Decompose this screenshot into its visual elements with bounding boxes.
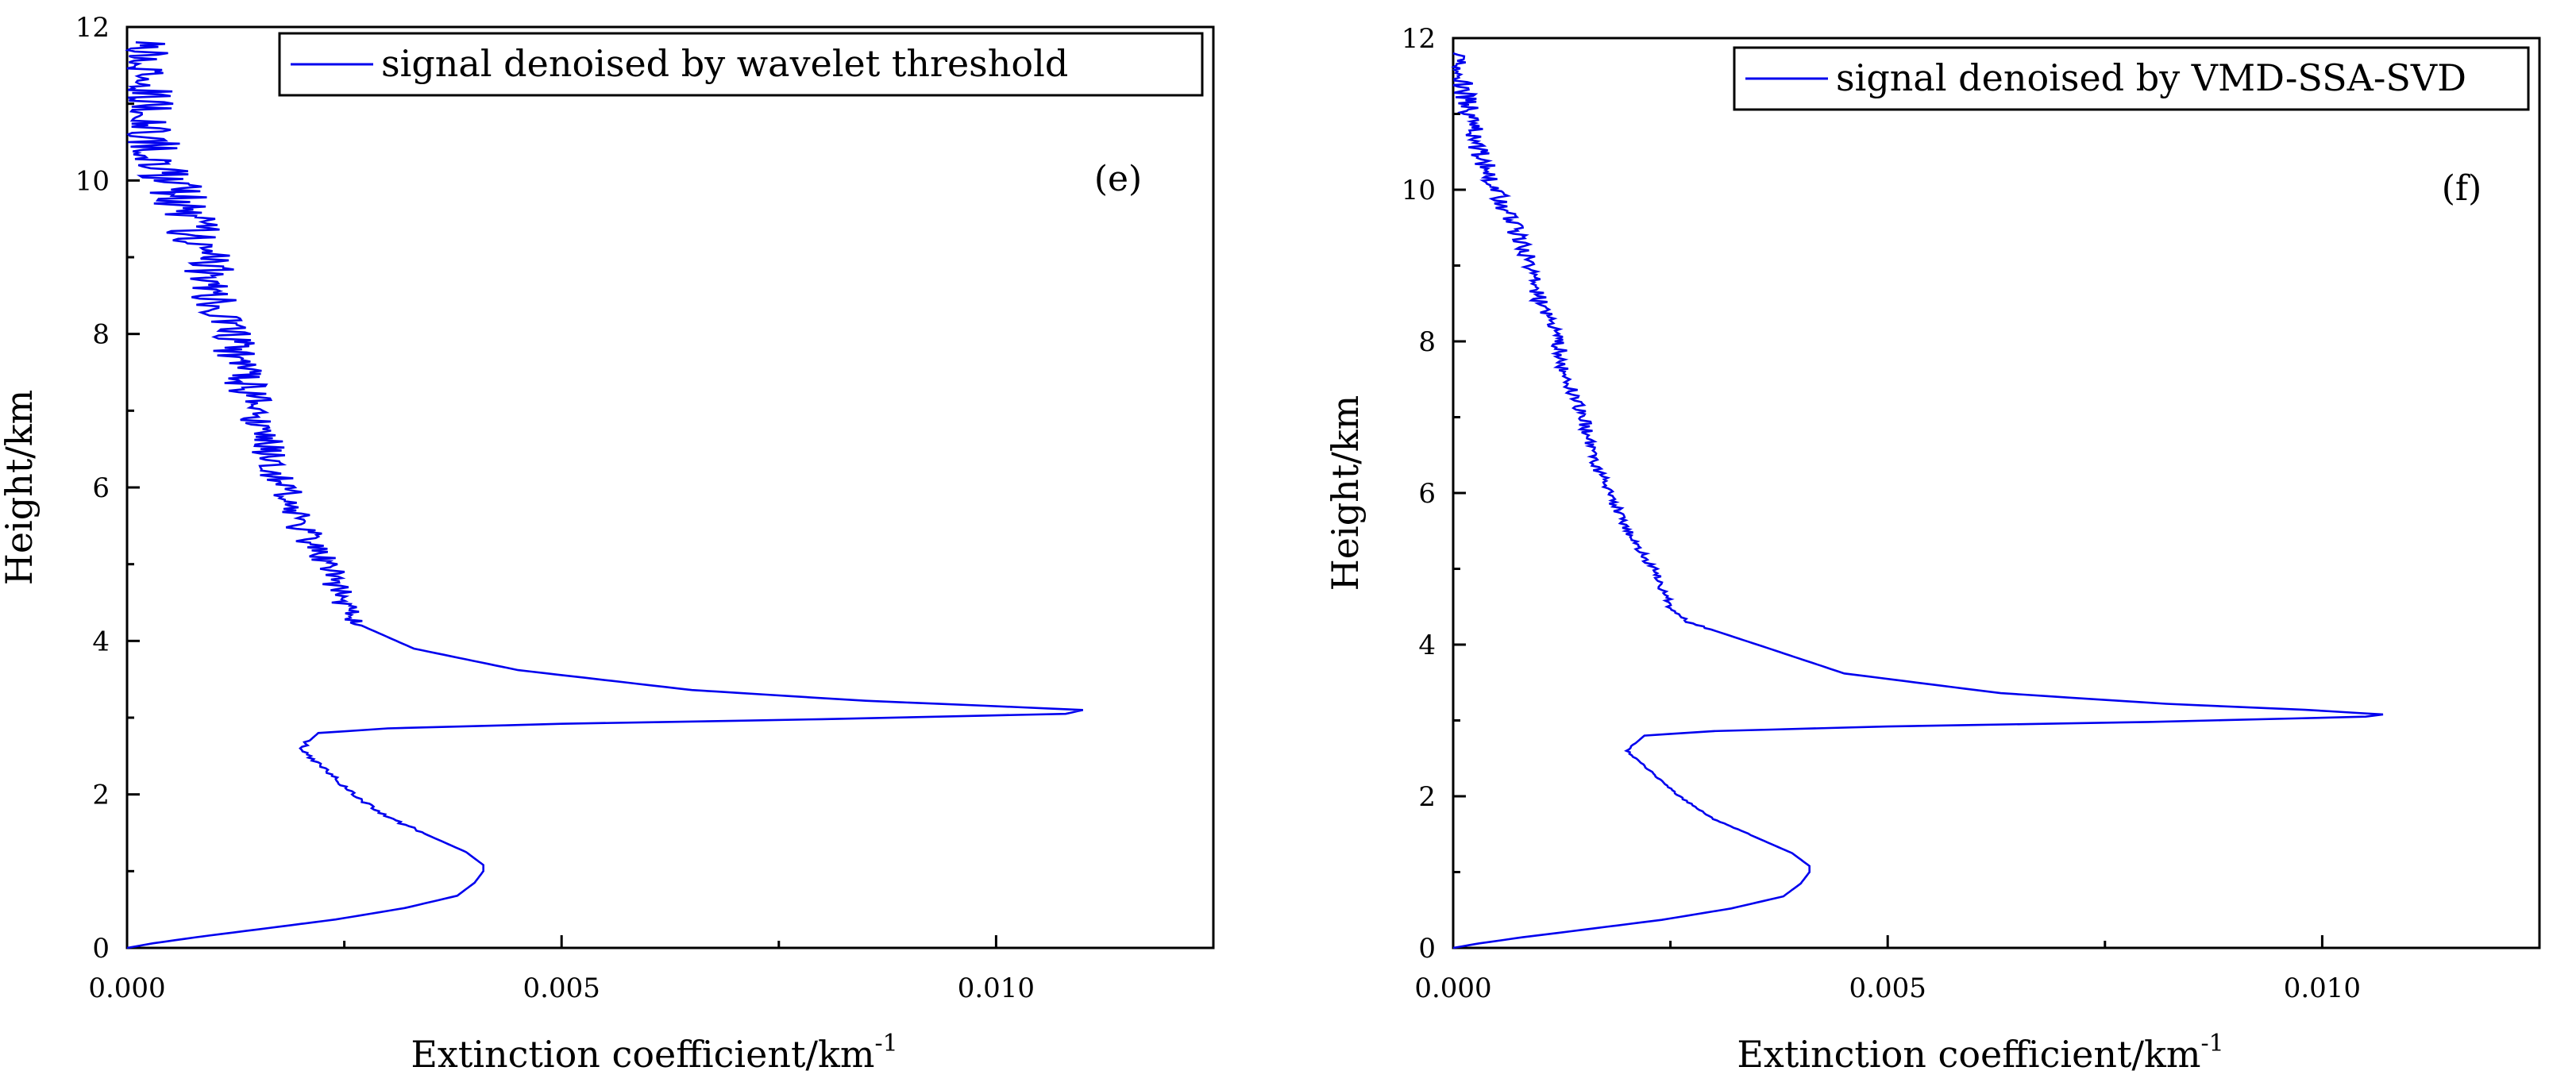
y-tick-label: 0 [1418,933,1436,965]
x-axis-title-superscript: -1 [874,1030,897,1057]
y-axis-title: Height/km [0,390,40,586]
y-tick-label: 10 [75,165,110,197]
x-tick-label: 0.005 [523,973,600,1004]
y-tick-label: 12 [75,12,110,44]
chart-panel-e: 0.000 0.005 0.010 0 2 4 6 8 10 12 Extinction coeff… [0,12,1215,1076]
x-axis-title: Extinction coefficient/km-1 [1737,1030,2223,1076]
x-axis-title: Extinction coefficient/km-1 [411,1030,897,1076]
legend-label: signal denoised by wavelet threshold [381,42,1068,85]
series-line [125,41,1084,949]
y-axis-title: Height/km [1324,395,1367,591]
y-tick-label: 4 [92,626,110,657]
legend-label: signal denoised by VMD-SSA-SVD [1836,56,2466,99]
x-tick-label: 0.010 [2284,973,2361,1004]
chart-panel-f: 0.000 0.005 0.010 0 2 4 6 8 10 12 Extinction coeff… [1324,23,2541,1076]
legend-box [1733,46,2530,111]
x-axis-title-superscript: -1 [2200,1030,2223,1057]
x-tick-label: 0.010 [958,973,1035,1004]
x-tick-label: 0.005 [1849,973,1926,1004]
y-tick-label: 8 [92,319,110,351]
series-line [1451,52,2384,949]
y-tick-label: 10 [1402,175,1436,206]
x-tick-label: 0.000 [1414,973,1491,1004]
y-tick-label: 2 [92,780,110,811]
y-tick-label: 6 [92,472,110,504]
panel-label: (e) [1094,159,1142,199]
plot-frame [1452,37,2541,949]
y-tick-label: 6 [1418,478,1436,510]
y-tick-label: 0 [92,933,110,965]
legend-box [278,32,1204,97]
y-tick-label: 12 [1402,23,1436,55]
panel-label: (f) [2442,168,2482,209]
y-tick-label: 4 [1418,630,1436,661]
x-tick-label: 0.000 [88,973,165,1004]
y-tick-label: 8 [1418,326,1436,358]
y-tick-label: 2 [1418,781,1436,813]
